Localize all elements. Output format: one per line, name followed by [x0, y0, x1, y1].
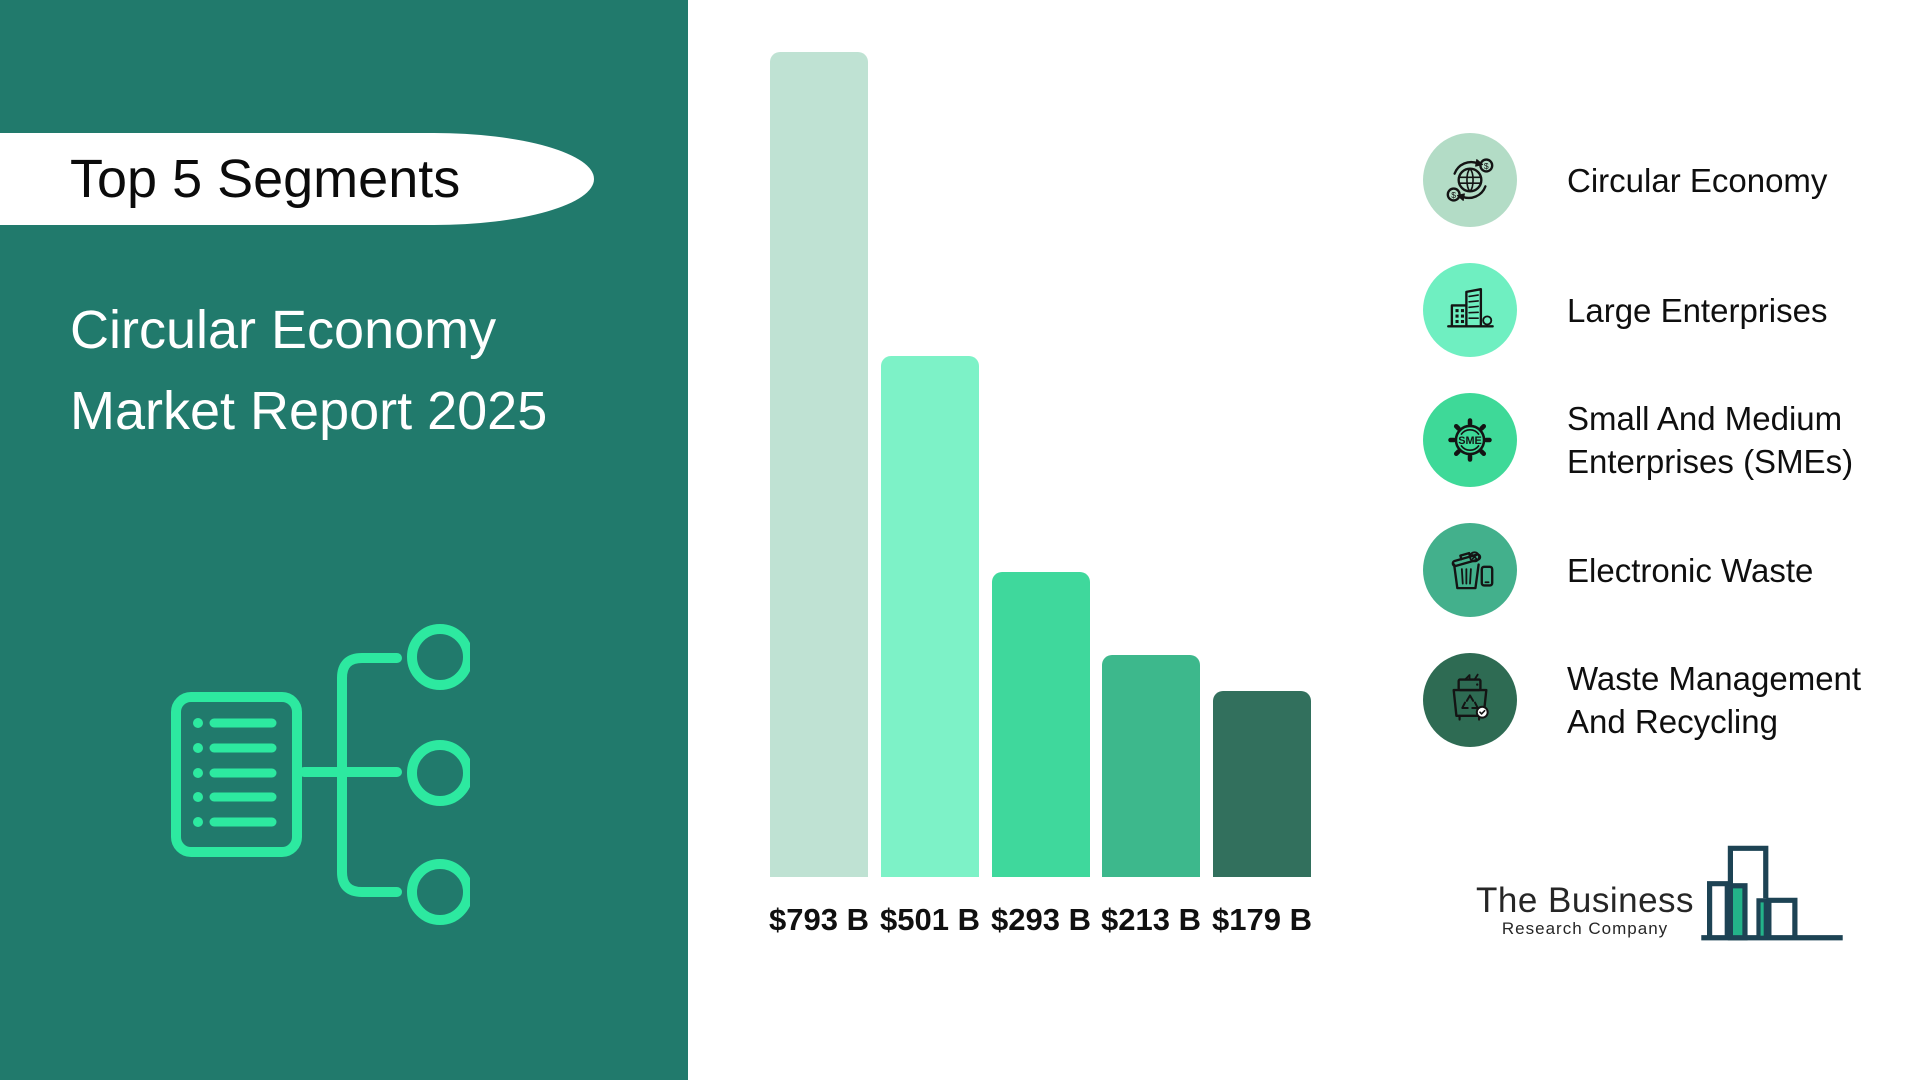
chart-bar-value: $293 B: [991, 902, 1091, 937]
legend-label: Electronic Waste: [1567, 551, 1814, 589]
legend-icon-circle: $ $: [1423, 133, 1517, 227]
large-enterprises-icon: [1447, 287, 1494, 328]
brand-text: The Business Research Company: [1476, 882, 1694, 938]
report-title: Circular Economy Market Report 2025: [70, 290, 547, 452]
report-title-line2: Market Report 2025: [70, 381, 548, 441]
document-tree-icon: [171, 624, 470, 925]
chart-bar-value: $213 B: [1101, 902, 1201, 937]
waste-recycling-icon: [1452, 673, 1489, 721]
legend-item: Large Enterprises: [1423, 263, 1827, 357]
legend-icon-circle: [1423, 523, 1517, 617]
legend-icon-circle: [1423, 653, 1517, 747]
svg-text:SME: SME: [1458, 435, 1482, 447]
brand-subname: Research Company: [1501, 919, 1669, 938]
legend-item: Waste Management And Recycling: [1423, 653, 1861, 747]
chart-bar: [1102, 655, 1200, 877]
electronic-waste-icon: [1451, 551, 1494, 590]
circular-economy-icon: $ $: [1446, 158, 1494, 202]
sidebar: Top 5 Segments Circular Economy Market Re…: [0, 0, 688, 1080]
legend-label: Waste Management And Recycling: [1567, 660, 1862, 740]
svg-text:$: $: [1451, 190, 1456, 200]
brand-bars-icon: [1701, 845, 1843, 941]
title-badge: Top 5 Segments: [0, 133, 594, 225]
legend-icon-circle: SME: [1423, 393, 1517, 487]
svg-text:$: $: [1484, 161, 1489, 171]
chart-bar: [1213, 691, 1311, 877]
badge-text: Top 5 Segments: [70, 149, 461, 209]
sme-gear-icon: SME: [1448, 418, 1492, 462]
legend-label: Large Enterprises: [1567, 291, 1828, 329]
legend-item: Electronic Waste: [1423, 523, 1813, 617]
legend-label: Small And Medium Enterprises (SMEs): [1567, 400, 1854, 480]
brand-logo: The Business Research Company: [1476, 840, 1848, 944]
chart-bar-value: $793 B: [769, 902, 869, 937]
brand-name: The Business: [1476, 881, 1695, 920]
chart-bar-value: $179 B: [1212, 902, 1312, 937]
report-title-line1: Circular Economy: [70, 300, 497, 360]
chart-bar-value: $501 B: [880, 902, 980, 937]
legend-item: SME Small And Medium Enterprises (SMEs): [1423, 393, 1853, 487]
legend-label: Circular Economy: [1567, 161, 1828, 199]
chart-bar: [770, 52, 868, 877]
chart-bar: [881, 356, 979, 877]
legend-item: $ $ Circular Economy: [1423, 133, 1827, 227]
chart-bar: [992, 572, 1090, 877]
legend-icon-circle: [1423, 263, 1517, 357]
